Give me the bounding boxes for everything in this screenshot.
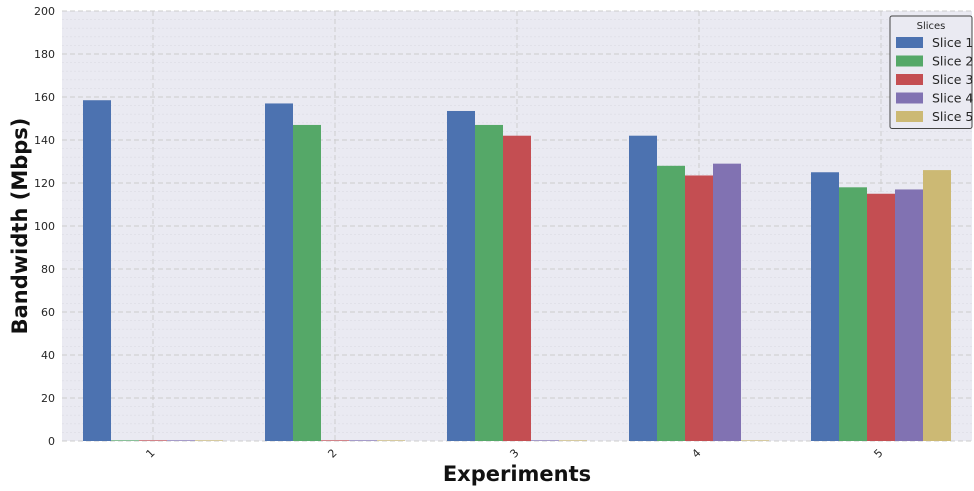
bar bbox=[265, 103, 293, 441]
bar bbox=[811, 172, 839, 441]
bar bbox=[349, 440, 377, 441]
legend-swatch bbox=[896, 55, 923, 67]
legend-label: Slice 1 bbox=[932, 35, 973, 50]
bar bbox=[741, 440, 769, 441]
legend: Slices Slice 1 Slice 2 Slice 3 Slice 4 Slice… bbox=[889, 15, 973, 129]
legend-label: Slice 2 bbox=[932, 54, 973, 69]
legend-swatch bbox=[896, 111, 923, 122]
bar bbox=[839, 187, 867, 441]
bars bbox=[83, 100, 951, 442]
bar bbox=[531, 440, 559, 441]
bar bbox=[447, 110, 475, 441]
bar bbox=[559, 440, 587, 441]
y-tick-label: 140 bbox=[34, 134, 55, 147]
y-tick-label: 120 bbox=[34, 177, 55, 190]
bar bbox=[629, 135, 657, 441]
bar bbox=[321, 440, 349, 441]
bar bbox=[139, 440, 167, 441]
x-axis-title: Experiments bbox=[443, 462, 591, 486]
y-axis-ticks: 0 20 40 60 80 100 120 140 160 180 200 bbox=[34, 5, 55, 448]
y-tick-label: 0 bbox=[48, 435, 55, 448]
x-tick-label: 1 bbox=[143, 446, 157, 460]
legend-title: Slices bbox=[917, 21, 946, 32]
legend-swatch bbox=[896, 37, 923, 48]
y-tick-label: 200 bbox=[34, 5, 55, 18]
legend-swatch bbox=[896, 92, 923, 104]
x-tick-label: 3 bbox=[507, 446, 521, 460]
y-tick-label: 100 bbox=[34, 220, 55, 233]
y-tick-label: 40 bbox=[41, 349, 55, 362]
bar bbox=[657, 165, 685, 442]
bar bbox=[195, 440, 223, 441]
y-tick-label: 180 bbox=[34, 48, 55, 61]
y-tick-label: 80 bbox=[41, 263, 55, 276]
bar bbox=[293, 124, 321, 441]
bar bbox=[895, 189, 923, 441]
y-tick-label: 20 bbox=[41, 392, 55, 405]
x-tick-label: 2 bbox=[325, 446, 339, 460]
bar bbox=[867, 193, 895, 441]
bar bbox=[685, 175, 713, 441]
y-tick-label: 60 bbox=[41, 306, 55, 319]
bar bbox=[377, 440, 405, 441]
y-axis-title: Bandwidth (Mbps) bbox=[8, 118, 32, 335]
x-tick-label: 4 bbox=[689, 446, 703, 460]
legend-label: Slice 5 bbox=[932, 109, 973, 124]
bar bbox=[475, 124, 503, 441]
y-tick-label: 160 bbox=[34, 91, 55, 104]
legend-label: Slice 4 bbox=[932, 91, 973, 106]
x-tick-label: 5 bbox=[871, 446, 885, 460]
bar bbox=[111, 440, 139, 441]
legend-label: Slice 3 bbox=[932, 72, 973, 87]
bar bbox=[503, 135, 531, 441]
legend-swatch bbox=[896, 74, 923, 85]
bar bbox=[167, 440, 195, 441]
bar bbox=[83, 100, 111, 441]
x-axis-ticks: 1 2 3 4 5 bbox=[143, 446, 885, 460]
bar bbox=[713, 163, 741, 441]
bar bbox=[923, 170, 951, 441]
